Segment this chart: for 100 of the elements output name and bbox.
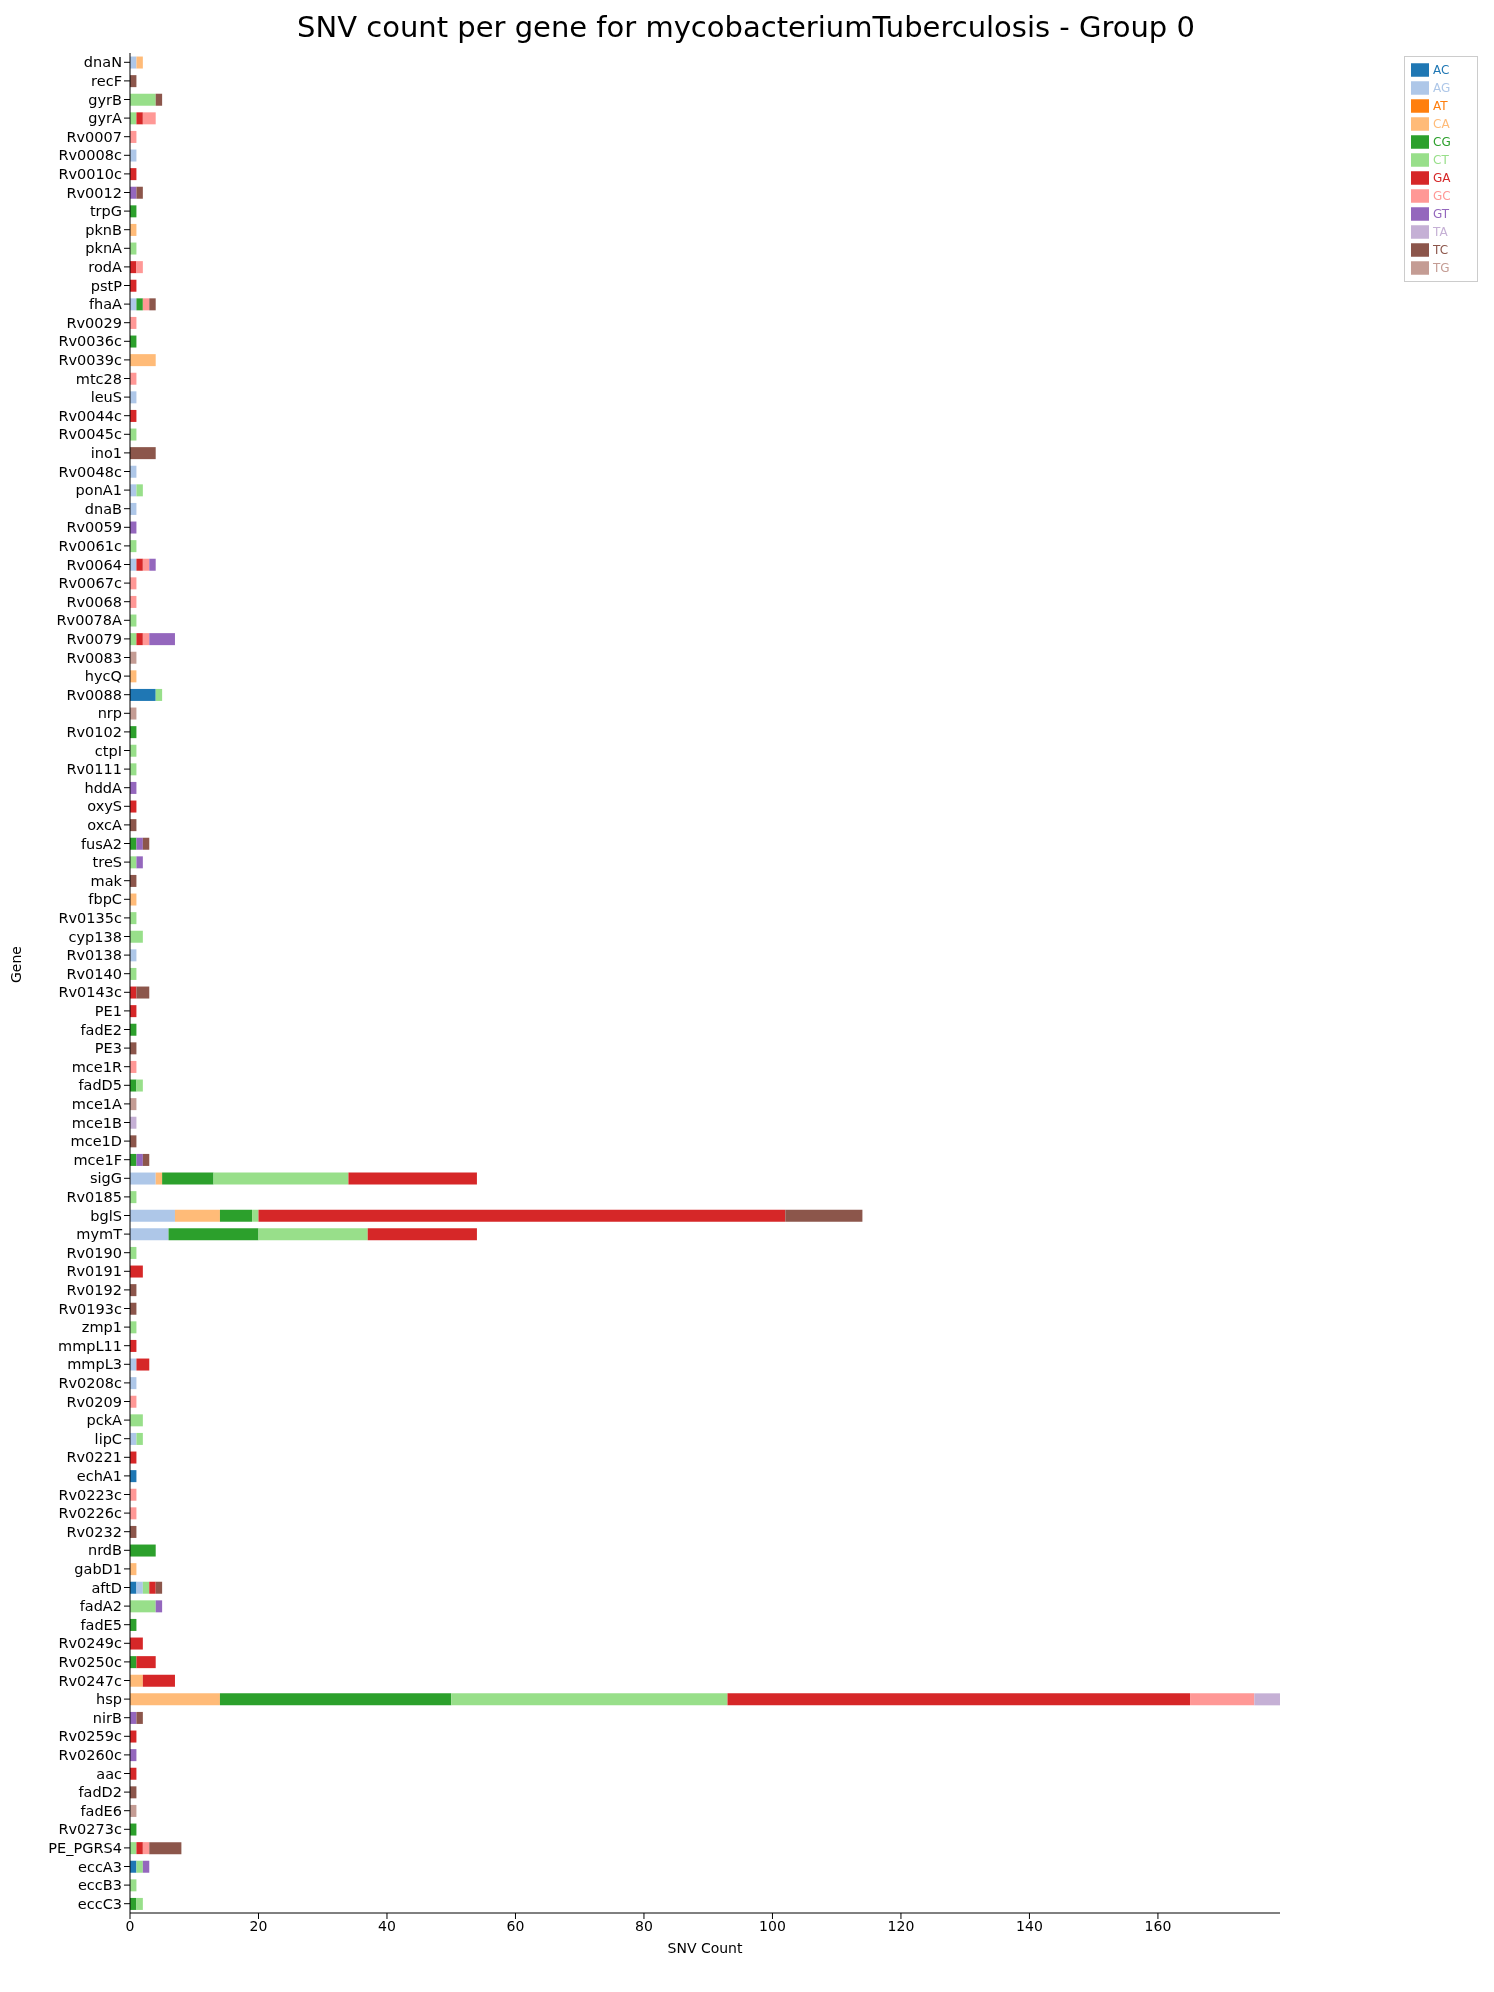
y-tick-label: Rv0061c (58, 538, 123, 555)
bar (130, 447, 156, 460)
legend-label: TG (1433, 260, 1450, 275)
bar (130, 1693, 220, 1706)
bar (142, 298, 150, 311)
bar (136, 298, 143, 311)
y-tick-label: recF (91, 73, 122, 90)
bar (136, 1153, 143, 1166)
bar (136, 856, 143, 869)
bar (142, 112, 156, 125)
bar (142, 1842, 150, 1855)
y-tick-label: fadD2 (78, 1784, 122, 1801)
y-tick-label: fadA2 (79, 1598, 122, 1615)
y-tick-label: gyrB (88, 91, 122, 108)
bar (136, 837, 143, 850)
y-tick-label: Rv0045c (58, 426, 123, 443)
y-tick-label: Rv0191 (66, 1263, 122, 1280)
y-tick-label: Rv0088 (66, 686, 122, 703)
bar (1254, 1693, 1280, 1706)
y-tick-label: sigG (89, 1170, 122, 1187)
bar (130, 1544, 156, 1557)
bar (785, 1209, 863, 1222)
bar (219, 1693, 452, 1706)
bar (348, 1172, 477, 1185)
y-tick-label: PE_PGRS4 (48, 1840, 122, 1857)
bar (142, 633, 150, 646)
legend-label: CA (1433, 116, 1450, 131)
y-tick-label: lipC (94, 1430, 122, 1447)
y-tick-label: Rv0010c (58, 166, 123, 183)
y-tick-label: fadE5 (80, 1616, 122, 1633)
y-tick-label: ctpI (94, 742, 122, 759)
y-tick-label: Rv0193c (58, 1300, 123, 1317)
y-tick-label: eccA3 (77, 1858, 122, 1875)
y-tick-label: PE1 (94, 1003, 122, 1020)
bar (174, 1209, 220, 1222)
bar (367, 1228, 477, 1241)
bar (1190, 1693, 1255, 1706)
y-tick-label: hsp (96, 1691, 122, 1708)
y-tick-label: fadE6 (80, 1802, 122, 1819)
y-tick-label: mymT (76, 1226, 123, 1243)
y-tick-label: echA1 (76, 1468, 122, 1485)
y-tick-label: Rv0111 (66, 761, 122, 778)
y-tick-label: Rv0036c (58, 333, 123, 350)
y-tick-label: dnaB (84, 500, 122, 517)
y-tick-label: Rv0190 (66, 1244, 122, 1261)
y-tick-label: ponA1 (75, 482, 122, 499)
y-tick-label: gyrA (88, 110, 123, 127)
y-tick-label: hddA (84, 779, 123, 796)
y-tick-label: gabD1 (74, 1561, 122, 1578)
y-tick-label: Rv0185 (66, 1189, 122, 1206)
x-tick-label: 80 (635, 1917, 653, 1934)
y-tick-label: Rv0008c (58, 147, 123, 164)
bar (130, 1209, 175, 1222)
y-tick-label: Rv0044c (58, 407, 123, 424)
y-tick-label: oxyS (87, 798, 122, 815)
y-tick-label: Rv0039c (58, 352, 123, 369)
y-tick-label: bglS (90, 1207, 122, 1224)
x-tick-label: 0 (125, 1917, 135, 1934)
chart-title: SNV count per gene for mycobacteriumTuberculosis - Group 0 (296, 10, 1196, 44)
bar (155, 93, 163, 106)
bar (149, 558, 156, 571)
bar (136, 112, 143, 125)
bar (168, 1228, 259, 1241)
y-tick-label: Rv0102 (66, 724, 122, 741)
y-tick-label: Rv0273c (58, 1821, 123, 1838)
y-tick-label: Rv0226c (58, 1505, 123, 1522)
bar (136, 186, 143, 199)
bar (142, 1674, 175, 1687)
bar (162, 1172, 214, 1185)
bar (149, 298, 156, 311)
y-tick-label: fadD5 (78, 1077, 122, 1094)
bar (727, 1693, 1191, 1706)
x-tick-label: 140 (1016, 1917, 1043, 1934)
bar (136, 1432, 143, 1445)
bar (136, 1079, 143, 1092)
bar (451, 1693, 728, 1706)
y-tick-label: Rv0048c (58, 463, 123, 480)
y-tick-label: Rv0135c (58, 910, 123, 927)
legend-label: AT (1433, 98, 1448, 113)
bar (136, 56, 143, 69)
y-tick-label: Rv0059 (66, 519, 122, 536)
bar (136, 1656, 156, 1669)
y-tick-label: hycQ (84, 668, 122, 685)
y-tick-label: rodA (88, 259, 123, 276)
y-tick-label: Rv0192 (66, 1282, 122, 1299)
y-tick-label: Rv0138 (66, 947, 122, 964)
bar (155, 1581, 163, 1594)
y-tick-label: mtc28 (75, 370, 122, 387)
x-tick-label: 100 (759, 1917, 786, 1934)
y-tick-label: mce1R (71, 1058, 122, 1075)
bar (130, 1414, 143, 1427)
y-tick-label: Rv0247c (58, 1672, 123, 1689)
y-tick-label: Rv0221 (66, 1449, 122, 1466)
y-tick-label: Rv0068 (66, 593, 122, 610)
y-tick-label: mmpL3 (67, 1356, 122, 1373)
legend-label: TA (1433, 224, 1448, 239)
y-tick-label: pknA (85, 240, 123, 257)
bar (130, 1172, 156, 1185)
bar (130, 1637, 143, 1650)
bar (136, 558, 143, 571)
